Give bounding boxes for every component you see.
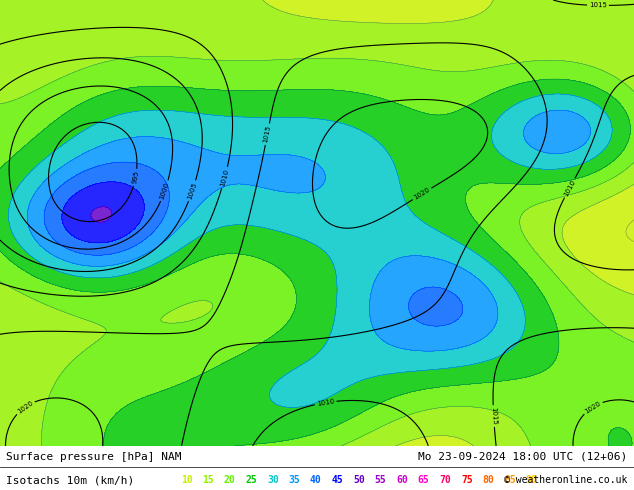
- Text: 20: 20: [224, 475, 236, 485]
- Text: 1005: 1005: [186, 181, 198, 200]
- Text: 45: 45: [332, 475, 344, 485]
- Text: 1015: 1015: [490, 407, 497, 425]
- Text: 1010: 1010: [563, 178, 576, 197]
- Text: 1000: 1000: [159, 181, 171, 200]
- Text: 70: 70: [439, 475, 451, 485]
- Text: Surface pressure [hPa] NAM: Surface pressure [hPa] NAM: [6, 452, 182, 462]
- Text: 15: 15: [202, 475, 214, 485]
- Text: 995: 995: [131, 171, 139, 185]
- Text: 1020: 1020: [584, 400, 602, 415]
- Text: 1015: 1015: [262, 125, 272, 144]
- Text: 60: 60: [396, 475, 408, 485]
- Text: 10: 10: [181, 475, 193, 485]
- Text: 1020: 1020: [413, 187, 431, 201]
- Text: 55: 55: [375, 475, 387, 485]
- Text: 80: 80: [482, 475, 495, 485]
- Text: © weatheronline.co.uk: © weatheronline.co.uk: [504, 475, 628, 485]
- Text: 1010: 1010: [316, 398, 335, 407]
- Text: 50: 50: [353, 475, 365, 485]
- Text: 65: 65: [418, 475, 430, 485]
- Text: 75: 75: [461, 475, 473, 485]
- Text: 90: 90: [526, 475, 538, 485]
- Text: Mo 23-09-2024 18:00 UTC (12+06): Mo 23-09-2024 18:00 UTC (12+06): [418, 452, 628, 462]
- Text: 1020: 1020: [16, 399, 34, 415]
- Text: 25: 25: [245, 475, 257, 485]
- Text: 85: 85: [504, 475, 516, 485]
- Text: 30: 30: [267, 475, 279, 485]
- Text: 35: 35: [288, 475, 301, 485]
- Text: 40: 40: [310, 475, 322, 485]
- Text: 1015: 1015: [589, 2, 607, 8]
- Text: 1010: 1010: [219, 168, 230, 187]
- Text: Isotachs 10m (km/h): Isotachs 10m (km/h): [6, 475, 134, 485]
